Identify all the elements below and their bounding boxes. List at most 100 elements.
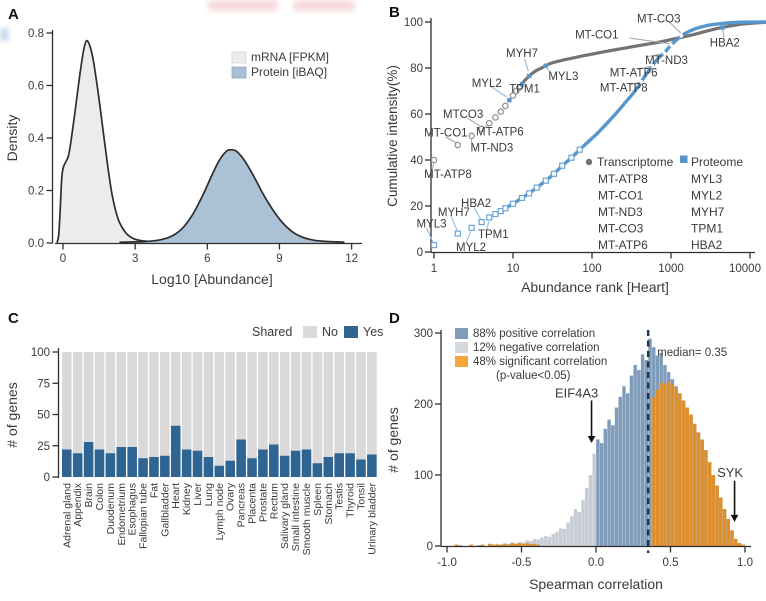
point-labels: MYL2 TPM1MYH7MYL3MTCO3MT-CO1MT-ND3MT-ATP6…	[416, 14, 739, 254]
proteome-gene-on-transcriptome-mark	[543, 63, 548, 68]
bar-no-28	[367, 352, 377, 477]
histogram-bar	[618, 396, 622, 546]
histogram-bar-significant	[674, 388, 678, 546]
histogram-bar-significant	[678, 393, 682, 546]
histogram-bar-significant	[454, 544, 459, 546]
bar-no-9	[160, 352, 170, 477]
bar-yes-19	[269, 444, 279, 477]
histogram-bar-significant	[726, 519, 730, 546]
histogram-bars	[454, 338, 745, 546]
histogram-bar	[611, 425, 615, 546]
histogram-bar	[529, 541, 533, 546]
panel-label-b: B	[389, 4, 400, 21]
leader-line	[668, 21, 681, 34]
histogram-bar-significant	[517, 543, 522, 546]
transcriptome-marker	[502, 102, 509, 110]
bar-no-25	[334, 352, 344, 477]
x-tick-label: Pancreas	[236, 483, 248, 527]
histogram-bar	[614, 407, 619, 546]
histogram-bar	[555, 531, 559, 546]
leader-line	[483, 124, 489, 129]
panel-label-a: A	[8, 6, 19, 23]
gene-label: HBA2	[710, 38, 740, 50]
bar-no-17	[247, 352, 257, 477]
bar-no-21	[290, 352, 301, 477]
histogram-bar-significant	[696, 432, 701, 546]
y-axis-label: # of genes	[385, 407, 401, 472]
gene-label: TPM1	[509, 84, 540, 96]
histogram-bar	[640, 354, 645, 546]
panel-c: C Adrenal gland Appendix Brain Colon Duodenu…	[0, 300, 383, 601]
legend-label: 48% significant correlation	[473, 356, 607, 368]
histogram-bar-significant	[700, 439, 704, 546]
gene-label: HBA2	[461, 198, 491, 210]
transcriptome-legend-dot	[585, 158, 593, 166]
x-tick-label: Esophagus	[127, 483, 139, 536]
panel-b: B 1 10 100 1000 10000 0 20 40 60 80 100 Abundance r…	[383, 0, 766, 300]
x-tick-label: 12	[345, 253, 358, 265]
x-tick-label: 10000	[729, 263, 761, 275]
histogram-bar	[584, 487, 589, 546]
x-tick-label: Urinary bladder	[366, 483, 378, 555]
panel-d: D median= 0.35 -1.0 -0.5 0.0 0.5 1.0 0 100 200 30…	[383, 300, 766, 601]
bar-yes-3	[94, 449, 105, 477]
leader-line	[473, 206, 482, 220]
bar-no-1	[72, 352, 83, 477]
leader-line	[490, 85, 507, 98]
bar-yes-13	[203, 457, 214, 477]
x-tick-label: Smooth muscle	[301, 483, 313, 556]
x-tick-label: 3	[132, 253, 138, 265]
histogram-bar	[536, 539, 541, 546]
x-tick-label: Adrenal gland	[61, 483, 73, 548]
axes	[435, 330, 751, 553]
bar-yes-24	[323, 457, 334, 477]
histogram-bar	[547, 536, 552, 546]
legend-gene: MT-ATP8	[598, 172, 648, 186]
x-tick-label: Appendix	[72, 482, 84, 527]
y-tick-label: 0.0	[28, 238, 44, 250]
x-tick-label: 0.0	[588, 557, 604, 569]
gene-label: MT-CO1	[575, 30, 618, 42]
bar-yes-4	[105, 453, 116, 477]
x-tick-label: Ovary	[225, 482, 237, 511]
proteome-marker	[550, 170, 558, 177]
bar-no-10	[170, 352, 181, 477]
histogram-bar	[573, 509, 578, 546]
x-tick-label: 0	[60, 253, 66, 265]
legend-label: (p-value<0.05)	[496, 370, 571, 382]
histogram-bar	[596, 439, 600, 546]
histogram-bar-significant	[715, 485, 719, 546]
leader-line	[445, 136, 457, 144]
transcriptome-marker	[430, 156, 438, 164]
x-tick-label: 1000	[658, 263, 684, 275]
y-tick-label: 0	[44, 472, 50, 484]
legend-swatch-no	[303, 326, 317, 338]
leader-line	[521, 84, 524, 87]
histogram-bar-significant	[491, 544, 496, 546]
y-tick-label: 0	[417, 247, 423, 259]
leader-line	[431, 162, 435, 170]
cumulative-intensity-chart: 1 10 100 1000 10000 0 20 40 60 80 100 Abundance ran…	[385, 14, 766, 295]
bar-no-14	[214, 352, 225, 477]
x-tick-label: Fallopian tube	[138, 483, 150, 549]
y-tick-label: 0	[427, 541, 433, 553]
x-tick-label: Stomach	[323, 483, 335, 525]
histogram-bar-significant	[722, 509, 727, 546]
legend-swatch	[231, 51, 247, 64]
histogram-bar-significant	[719, 497, 723, 546]
bar-yes-22	[301, 449, 312, 477]
histogram-bar	[566, 522, 570, 546]
proteome-marker	[542, 177, 549, 184]
curves	[430, 20, 766, 249]
y-axis-label: # of genes	[4, 382, 20, 447]
histogram-bar-significant	[681, 400, 686, 546]
histogram-bar	[577, 511, 581, 546]
x-tick-label: 1.0	[737, 557, 753, 569]
leader-line	[722, 29, 725, 38]
histogram-bar-significant	[532, 543, 537, 546]
bar-yes-17	[247, 458, 257, 477]
leader-line	[630, 81, 641, 86]
histogram-bar-significant	[499, 544, 503, 546]
legend-gene: MYH7	[691, 205, 725, 219]
